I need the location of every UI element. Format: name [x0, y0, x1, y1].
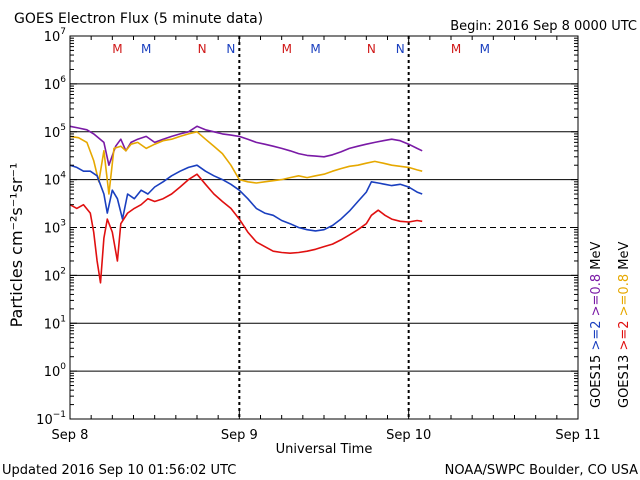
y-tick-label: 105: [44, 123, 66, 141]
credit-text: NOAA/SWPC Boulder, CO USA: [445, 463, 638, 478]
x-tick-label: Sep 10: [386, 428, 431, 443]
updated-timestamp: Updated 2016 Sep 10 01:56:02 UTC: [2, 463, 236, 478]
legend-entry: MeV: [589, 242, 604, 274]
legend-entry: MeV: [617, 242, 632, 274]
x-tick-labels: Sep 8 Sep 9 Sep 10 Sep 11: [52, 428, 601, 443]
marker-label: M: [310, 42, 320, 56]
marker-label: M: [282, 42, 292, 56]
legend-entry: >=0.8: [589, 274, 604, 321]
y-tick-label: 10−1: [36, 410, 66, 428]
marker-label: M: [451, 42, 461, 56]
legend-entry: >=2: [589, 320, 604, 350]
horizontal-gridlines: [70, 83, 578, 372]
day-separator-lines: [238, 36, 410, 419]
begin-time: Begin: 2016 Sep 8 0000 UTC: [450, 19, 637, 34]
y-tick-label: 103: [44, 219, 66, 237]
marker-label: N: [226, 42, 235, 56]
legend-goes13: GOES13 >=2 >=0.8 MeV: [617, 242, 632, 408]
marker-label: M: [112, 42, 122, 56]
x-tick-label: Sep 8: [52, 428, 89, 443]
marker-label: M: [480, 42, 490, 56]
marker-label: N: [198, 42, 207, 56]
series-line: [69, 131, 423, 195]
legend-entry: GOES13: [617, 351, 632, 408]
x-axis-label: Universal Time: [276, 442, 373, 457]
y-tick-label: 106: [44, 75, 67, 93]
x-tick-label: Sep 9: [221, 428, 258, 443]
legend-entry: GOES15: [589, 351, 604, 408]
y-tick-label: 100: [44, 362, 67, 380]
legend-entry: >=2: [617, 320, 632, 350]
y-tick-label: 101: [44, 314, 66, 332]
marker-label: N: [396, 42, 405, 56]
y-tick-label: 104: [44, 171, 67, 189]
series-line: [69, 173, 423, 284]
axis-ticks: [69, 35, 579, 420]
legend-goes15: GOES15 >=2 >=0.8 MeV: [589, 242, 604, 408]
series-layer: [69, 125, 423, 284]
y-tick-label: 107: [44, 27, 66, 45]
series-line: [69, 164, 423, 232]
marker-label: N: [367, 42, 376, 56]
y-tick-label: 102: [44, 266, 66, 284]
chart-title: GOES Electron Flux (5 minute data): [14, 11, 263, 27]
y-tick-labels: 10−1 100 101 102 103 104 105 106 107: [36, 27, 66, 428]
legend-entry: >=0.8: [617, 274, 632, 321]
y-axis-label: Particles cm⁻²s⁻¹sr⁻¹: [7, 163, 26, 328]
marker-label: M: [141, 42, 151, 56]
x-tick-label: Sep 11: [555, 428, 600, 443]
series-line: [69, 125, 423, 166]
